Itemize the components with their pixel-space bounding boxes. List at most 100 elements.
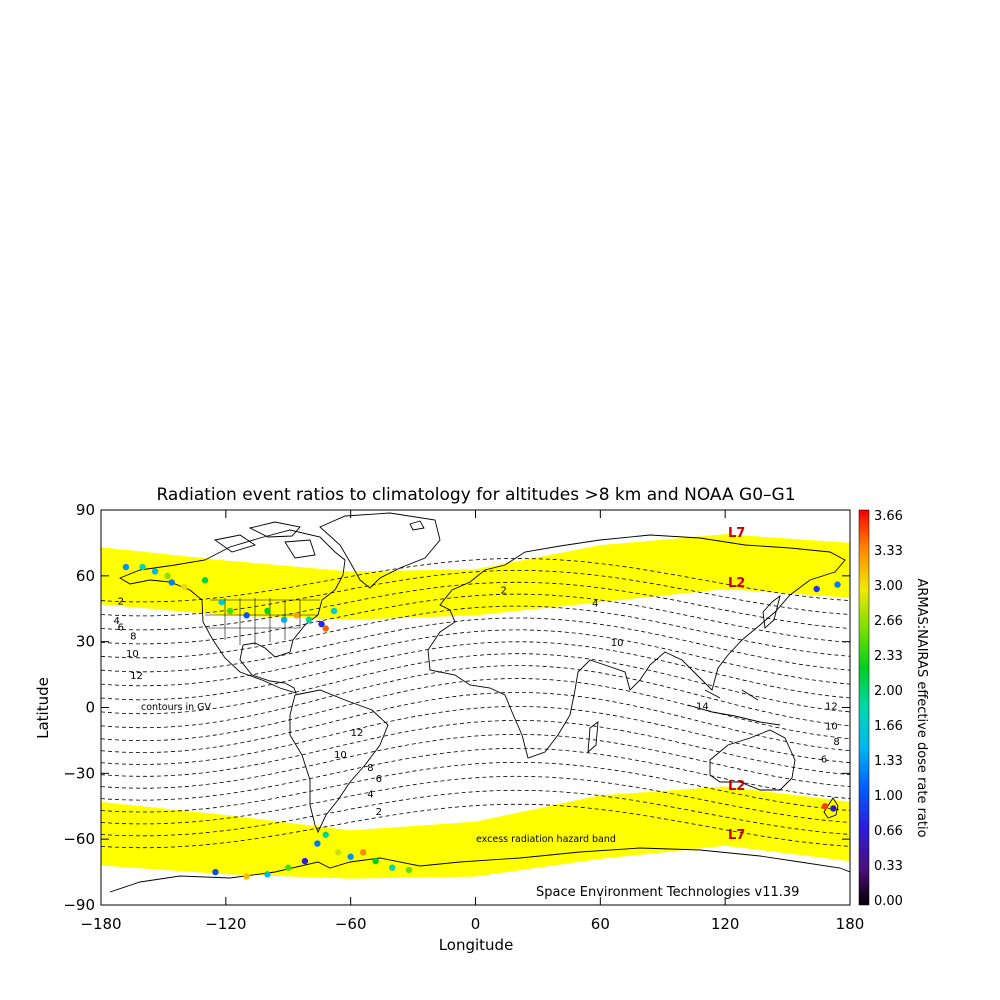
colorbar-tick-label: 3.33 (874, 544, 903, 559)
hazard-band-north (101, 534, 850, 620)
contour-label: 6 (376, 774, 382, 785)
measurement-point (243, 873, 250, 880)
contour-label: 12 (130, 671, 143, 682)
coastlines (109, 512, 850, 893)
measurement-point (243, 612, 250, 619)
y-tick-label: 60 (76, 567, 95, 585)
coastline-antarctica (109, 847, 850, 893)
contour-label: 10 (334, 750, 347, 761)
measurement-point (322, 831, 329, 838)
colorbar-tick-label: 0.66 (874, 824, 903, 839)
label-l2-south: L2 (728, 779, 745, 794)
measurement-points (122, 563, 841, 880)
measurement-point (318, 620, 325, 628)
y-tick-label: 90 (76, 501, 95, 519)
measurement-point (330, 607, 338, 615)
colorbar-tick-label: 1.00 (874, 789, 903, 804)
contour-label: 6 (118, 623, 124, 634)
contour-line (101, 748, 850, 801)
coastline-greenland (319, 512, 441, 589)
coastline-australia (709, 729, 796, 791)
contour-line (101, 665, 850, 729)
chart-title: Radiation event ratios to climatology fo… (156, 485, 795, 505)
contour-line (101, 617, 850, 673)
contour-label: 2 (376, 807, 382, 818)
colorbar-label: ARMAS:NAIRAS effective dose rate ratio (914, 578, 929, 837)
contour-label: 4 (592, 599, 598, 610)
colorbar-ticks: 3.66 3.33 3.00 2.66 2.33 2.00 1.66 1.33 1.00 0.66… (874, 509, 903, 909)
measurement-point (813, 585, 820, 593)
x-tick-label: 120 (711, 915, 740, 933)
colorbar-tick-label: 0.00 (874, 894, 903, 909)
contours-note: contours in GV (141, 702, 212, 713)
measurement-point (389, 864, 396, 871)
colorbar-tick-label: 3.00 (874, 579, 903, 594)
contour-line (101, 629, 850, 687)
contour-line (101, 593, 850, 645)
contour-line (101, 719, 850, 777)
coastline-south-america (289, 689, 389, 834)
measurement-point (139, 563, 146, 571)
measurement-point (264, 871, 271, 878)
measurement-point (168, 579, 175, 586)
x-tick-label: 180 (836, 915, 865, 933)
y-tick-label: 0 (85, 699, 95, 717)
measurement-point (201, 577, 209, 584)
colorbar-tick-label: 3.66 (874, 509, 903, 524)
contour-label: 12 (351, 728, 364, 739)
contour-label: 8 (367, 763, 373, 774)
contour-label: 10 (825, 721, 838, 732)
hazard-bands (101, 534, 850, 879)
measurement-point (301, 857, 309, 865)
colorbar-tick-label: 1.66 (874, 719, 903, 734)
measurement-point (830, 805, 837, 812)
x-tick-label: −60 (335, 915, 367, 933)
coastline-new-zealand (823, 797, 839, 819)
contour-line (101, 653, 850, 715)
contour-label: 8 (130, 631, 136, 642)
measurement-point (334, 849, 342, 856)
coastline-madagascar (587, 721, 599, 754)
contour-label: 4 (367, 789, 373, 800)
contour-label: 2 (118, 596, 124, 607)
measurement-point (280, 616, 288, 623)
measurement-point (151, 568, 159, 575)
label-l2-north: L2 (728, 576, 745, 591)
coastline-arctic-islands (213, 520, 425, 559)
measurement-point (405, 866, 413, 874)
x-tick-label: −120 (205, 915, 246, 933)
measurement-point (322, 625, 329, 632)
measurement-point (212, 868, 219, 876)
contour-label: 12 (825, 702, 838, 713)
measurement-point (293, 612, 300, 619)
contour-line (101, 605, 850, 659)
x-axis: −180 −120 −60 0 60 120 180 (80, 510, 864, 933)
measurement-point (164, 572, 171, 580)
x-tick-label: −180 (80, 915, 121, 933)
y-axis-label: Latitude (34, 677, 52, 739)
colorbar-tick-label: 2.33 (874, 649, 903, 664)
y-tick-label: −90 (63, 896, 95, 914)
colorbar-tick-label: 1.33 (874, 754, 903, 769)
colorbar (858, 509, 870, 906)
y-tick-label: −30 (63, 764, 95, 782)
label-l7-north: L7 (728, 526, 745, 541)
measurement-point (821, 803, 829, 810)
colorbar-tick-label: 2.66 (874, 614, 903, 629)
contour-label: 2 (500, 585, 506, 596)
credit-text: Space Environment Technologies v11.39 (536, 885, 799, 900)
colorbar-tick-label: 0.33 (874, 859, 903, 874)
measurement-point (314, 840, 321, 847)
contour-line (101, 641, 850, 701)
measurement-point (285, 864, 292, 871)
contour-line (101, 692, 850, 753)
contour-line (101, 775, 850, 825)
contour-label: 10 (126, 649, 139, 660)
gv-contours (101, 558, 850, 849)
x-tick-label: 60 (591, 915, 610, 933)
measurement-point (359, 849, 367, 856)
contour-label: 4 (113, 616, 119, 627)
measurement-point (264, 607, 271, 615)
